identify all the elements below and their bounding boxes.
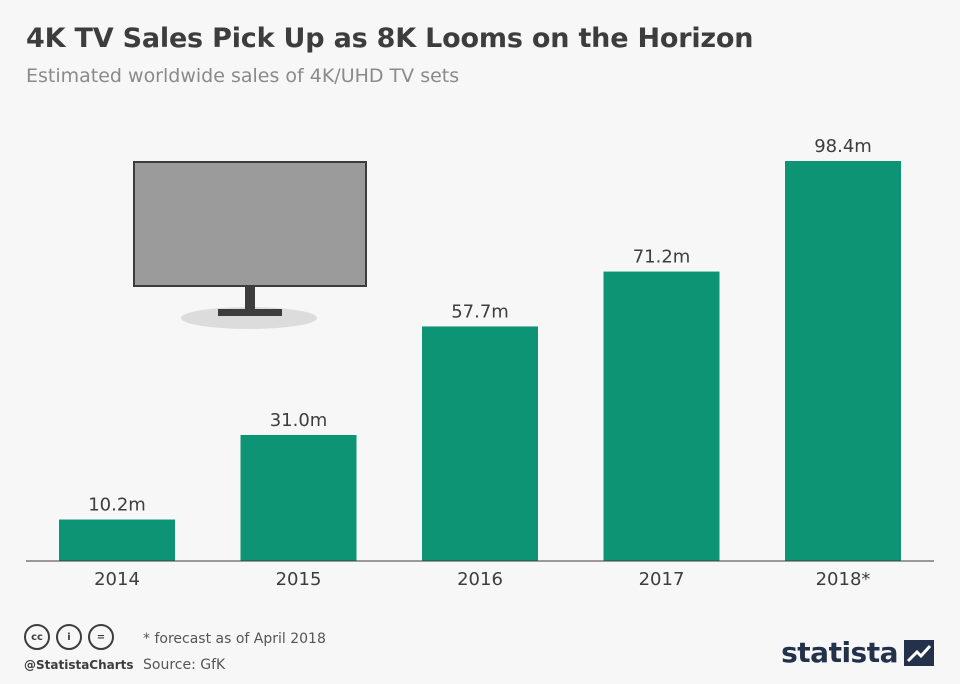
logo-text: statista (781, 636, 898, 669)
license-block: cc i = @StatistaCharts (24, 624, 134, 672)
bar-2014 (59, 519, 175, 561)
bar-value-label: 57.7m (451, 301, 509, 322)
x-tick-label: 2018* (816, 569, 871, 590)
forecast-note: * forecast as of April 2018 (143, 631, 326, 647)
twitter-handle[interactable]: @StatistaCharts (24, 658, 134, 672)
source-note: Source: GfK (143, 657, 226, 673)
x-tick-label: 2015 (276, 569, 322, 590)
attribution-icon: i (56, 624, 82, 650)
bar-value-label: 10.2m (88, 495, 146, 516)
bar-2015 (240, 434, 357, 561)
chart-subtitle: Estimated worldwide sales of 4K/UHD TV s… (26, 65, 460, 87)
bar-value-label: 98.4m (814, 136, 872, 157)
cc-icon: cc (24, 624, 50, 650)
no-derivatives-icon: = (88, 624, 114, 650)
footnotes: * forecast as of April 2018 Source: GfK (143, 626, 326, 678)
x-tick-label: 2014 (94, 569, 140, 590)
x-tick-label: 2017 (639, 569, 685, 590)
x-tick-label: 2016 (457, 569, 503, 590)
bar-2018 (785, 161, 901, 561)
tv-icon (133, 161, 367, 329)
statista-logo[interactable]: statista (781, 636, 934, 669)
bar-value-label: 71.2m (633, 247, 691, 268)
bar-value-label: 31.0m (270, 410, 328, 431)
chart-title: 4K TV Sales Pick Up as 8K Looms on the H… (26, 23, 754, 54)
bar-2017 (603, 271, 720, 561)
bar-2016 (422, 326, 538, 561)
logo-mark-icon (904, 639, 934, 666)
